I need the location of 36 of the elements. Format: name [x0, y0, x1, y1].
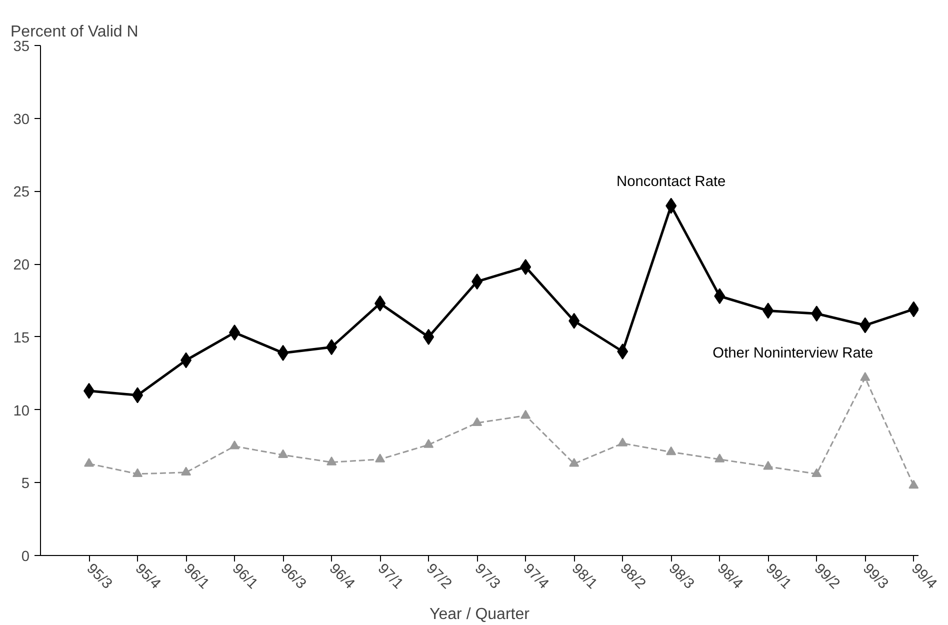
point: [908, 480, 918, 489]
y-tick-label: 10: [13, 403, 30, 420]
point: [714, 454, 725, 462]
x-tick-label: 96/3: [277, 560, 309, 592]
series-label: Noncontact Rate: [616, 174, 726, 190]
x-tick-label: 98/3: [665, 560, 697, 592]
point: [569, 458, 580, 467]
point: [520, 410, 531, 419]
point: [860, 372, 870, 381]
y-axis-title: Percent of Valid N: [10, 24, 138, 40]
y-tick-label: 15: [13, 330, 30, 346]
y-tick-label: 5: [21, 476, 30, 492]
point: [617, 344, 628, 360]
point: [181, 466, 192, 476]
point: [132, 468, 143, 477]
y-tick-label: 25: [13, 184, 30, 201]
y-tick-label: 35: [13, 39, 30, 55]
point: [812, 468, 822, 477]
series-label: Other Noninterview Rate: [712, 346, 874, 362]
y-tick-label: 0: [21, 549, 30, 565]
point: [375, 454, 386, 462]
point: [472, 417, 482, 426]
point: [278, 449, 288, 458]
point: [230, 440, 240, 450]
point: [326, 456, 337, 466]
y-tick-label: 30: [13, 112, 30, 128]
x-axis-title: Year / Quarter: [430, 606, 530, 623]
point: [666, 446, 676, 456]
y-tick-label: 20: [13, 258, 30, 274]
point: [84, 458, 94, 467]
point: [424, 439, 434, 448]
point: [763, 460, 774, 470]
x-tick-label: 99/3: [859, 560, 891, 592]
point: [618, 438, 628, 446]
x-tick-label: 97/3: [471, 560, 503, 592]
x-tick-label: 95/3: [83, 560, 115, 592]
